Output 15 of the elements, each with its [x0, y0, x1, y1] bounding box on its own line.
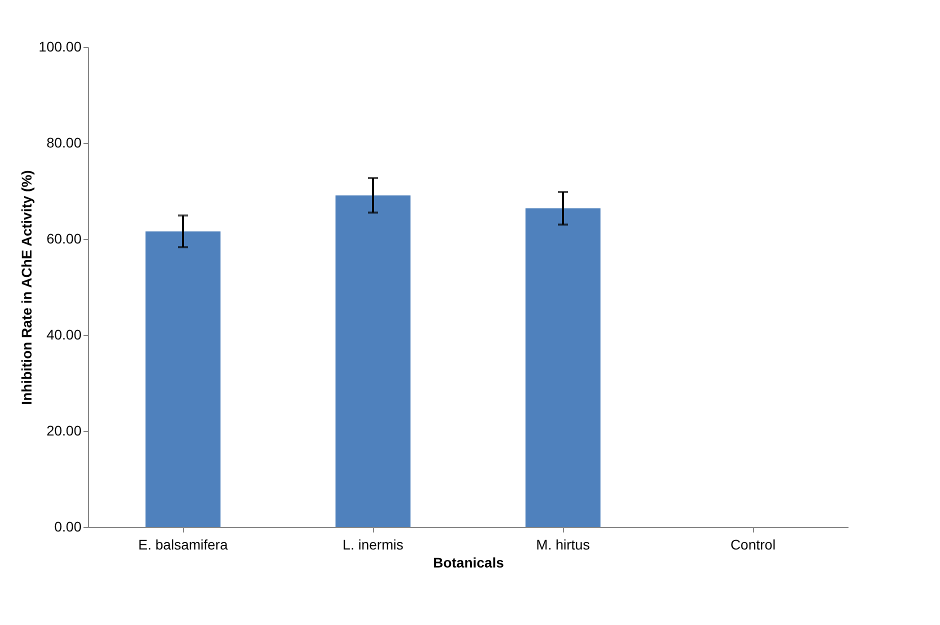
x-tick-label: Control: [730, 536, 776, 552]
y-tick-label: 60.00: [46, 230, 82, 246]
y-tick-label: 20.00: [46, 422, 82, 438]
x-tick-label: L. inermis: [342, 536, 404, 552]
y-tick-label: 80.00: [46, 134, 82, 150]
bar: [146, 231, 220, 527]
bar: [526, 208, 600, 527]
y-axis-title: Inhibition Rate in AChE Activity (%): [18, 170, 35, 405]
bar: [336, 195, 410, 527]
x-axis-title: Botanicals: [433, 554, 504, 570]
x-tick-label: E. balsamifera: [138, 536, 228, 552]
x-tick-label: M. hirtus: [536, 536, 590, 552]
y-tick-label: 40.00: [46, 326, 82, 342]
y-tick-label: 0.00: [54, 518, 82, 534]
y-tick-label: 100.00: [38, 38, 82, 54]
